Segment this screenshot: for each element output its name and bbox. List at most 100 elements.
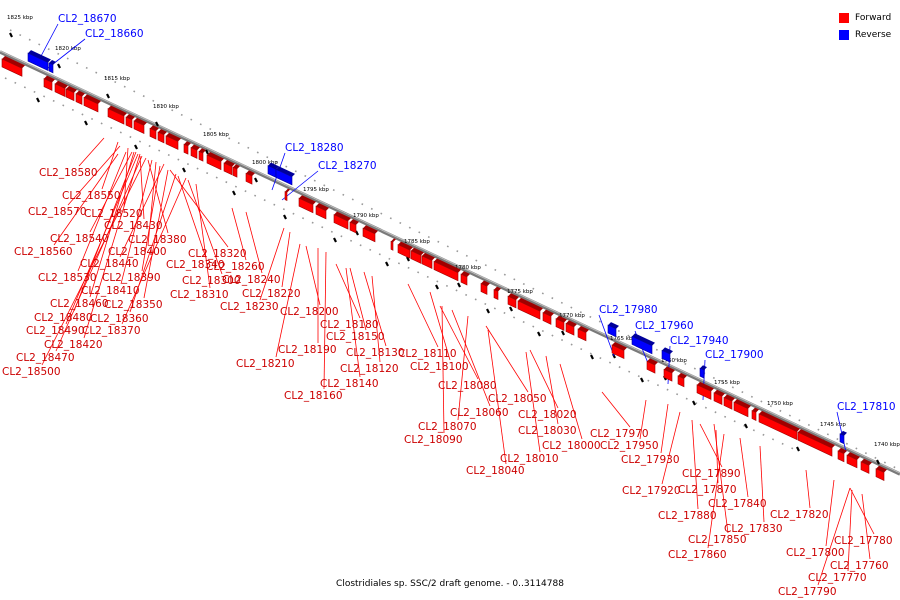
forward-gene[interactable] xyxy=(410,247,424,264)
forward-gene[interactable] xyxy=(54,80,68,97)
forward-gene-label[interactable]: CL2_17950 xyxy=(600,440,659,452)
forward-gene-label[interactable]: CL2_17770 xyxy=(808,572,867,584)
forward-gene[interactable] xyxy=(577,326,589,342)
forward-gene-label[interactable]: CL2_17780 xyxy=(834,535,893,547)
forward-gene[interactable] xyxy=(65,85,77,102)
forward-gene[interactable] xyxy=(232,164,240,178)
forward-gene-label[interactable]: CL2_18190 xyxy=(278,344,337,356)
reverse-gene-label[interactable]: CL2_17940 xyxy=(670,335,729,347)
forward-gene-label[interactable]: CL2_18490 xyxy=(26,325,85,337)
reverse-gene-label[interactable]: CL2_17960 xyxy=(635,320,694,332)
reverse-gene[interactable] xyxy=(607,322,619,338)
forward-gene[interactable] xyxy=(565,320,577,336)
forward-gene-label[interactable]: CL2_18130 xyxy=(346,347,405,359)
forward-gene-label[interactable]: CL2_17930 xyxy=(621,454,680,466)
reverse-gene[interactable] xyxy=(631,333,655,355)
forward-gene[interactable] xyxy=(149,125,159,140)
forward-gene-label[interactable]: CL2_17970 xyxy=(590,428,649,440)
reverse-gene[interactable] xyxy=(661,347,673,363)
forward-gene[interactable] xyxy=(133,117,147,134)
forward-gene-label[interactable]: CL2_18080 xyxy=(438,380,497,392)
forward-gene-label[interactable]: CL2_18010 xyxy=(500,453,559,465)
forward-gene-label[interactable]: CL2_18100 xyxy=(410,361,469,373)
forward-gene-label[interactable]: CL2_18400 xyxy=(108,246,167,258)
forward-gene-label[interactable]: CL2_18230 xyxy=(220,301,279,313)
forward-gene-label[interactable]: CL2_18020 xyxy=(518,409,577,421)
forward-gene-label[interactable]: CL2_18110 xyxy=(398,348,457,360)
forward-gene[interactable] xyxy=(611,341,627,360)
forward-gene-label[interactable]: CL2_18380 xyxy=(128,234,187,246)
forward-gene[interactable] xyxy=(157,129,167,144)
reverse-gene-label[interactable]: CL2_17980 xyxy=(599,304,658,316)
forward-gene[interactable] xyxy=(198,148,206,162)
forward-gene-label[interactable]: CL2_17920 xyxy=(622,485,681,497)
forward-gene-label[interactable]: CL2_18570 xyxy=(28,206,87,218)
forward-gene-label[interactable]: CL2_18050 xyxy=(488,393,547,405)
reverse-gene[interactable] xyxy=(839,430,847,445)
forward-gene-label[interactable]: CL2_18000 xyxy=(542,440,601,452)
forward-gene-label[interactable]: CL2_18220 xyxy=(242,288,301,300)
forward-gene-label[interactable]: CL2_17840 xyxy=(708,498,767,510)
forward-gene[interactable] xyxy=(733,399,751,418)
forward-gene[interactable] xyxy=(713,389,725,406)
forward-gene-label[interactable]: CL2_18430 xyxy=(104,220,163,232)
forward-gene-label[interactable]: CL2_17760 xyxy=(830,560,889,572)
forward-gene-label[interactable]: CL2_18240 xyxy=(222,274,281,286)
forward-gene-label[interactable]: CL2_18350 xyxy=(104,299,163,311)
forward-gene[interactable] xyxy=(223,160,235,176)
forward-gene[interactable] xyxy=(860,458,872,474)
forward-gene-label[interactable]: CL2_18040 xyxy=(466,465,525,477)
reverse-gene-label[interactable]: CL2_18670 xyxy=(58,13,117,25)
forward-gene-label[interactable]: CL2_17820 xyxy=(770,509,829,521)
forward-gene[interactable] xyxy=(43,75,55,91)
forward-gene[interactable] xyxy=(284,188,290,202)
forward-gene[interactable] xyxy=(333,211,351,230)
forward-gene-label[interactable]: CL2_18090 xyxy=(404,434,463,446)
forward-gene-label[interactable]: CL2_18480 xyxy=(34,312,93,324)
forward-gene-label[interactable]: CL2_18120 xyxy=(340,363,399,375)
reverse-gene[interactable] xyxy=(48,59,56,74)
forward-gene[interactable] xyxy=(362,225,378,243)
forward-gene-label[interactable]: CL2_17890 xyxy=(682,468,741,480)
forward-gene-label[interactable]: CL2_18560 xyxy=(14,246,73,258)
reverse-gene[interactable] xyxy=(275,166,295,186)
forward-gene[interactable] xyxy=(421,252,435,270)
forward-gene[interactable] xyxy=(677,372,687,388)
forward-gene[interactable] xyxy=(390,238,396,251)
reverse-gene-label[interactable]: CL2_18660 xyxy=(85,28,144,40)
forward-gene-label[interactable]: CL2_18320 xyxy=(188,248,247,260)
forward-gene-label[interactable]: CL2_17850 xyxy=(688,534,747,546)
forward-gene-label[interactable]: CL2_18540 xyxy=(50,233,109,245)
forward-gene[interactable] xyxy=(125,114,135,129)
forward-gene-label[interactable]: CL2_18140 xyxy=(320,378,379,390)
forward-gene-label[interactable]: CL2_18340 xyxy=(166,259,225,271)
forward-gene[interactable] xyxy=(846,452,860,469)
reverse-gene[interactable] xyxy=(27,50,51,71)
forward-gene[interactable] xyxy=(349,219,359,234)
forward-gene-label[interactable]: CL2_18060 xyxy=(450,407,509,419)
forward-gene-label[interactable]: CL2_18410 xyxy=(81,285,140,297)
forward-gene[interactable] xyxy=(480,280,490,295)
forward-gene-label[interactable]: CL2_18070 xyxy=(418,421,477,433)
forward-gene-label[interactable]: CL2_17860 xyxy=(668,549,727,561)
forward-gene-label[interactable]: CL2_18550 xyxy=(62,190,121,202)
reverse-gene-label[interactable]: CL2_17900 xyxy=(705,349,764,361)
forward-gene-label[interactable]: CL2_18530 xyxy=(38,272,97,284)
forward-gene-label[interactable]: CL2_18520 xyxy=(84,208,143,220)
forward-gene[interactable] xyxy=(397,241,413,259)
forward-gene-label[interactable]: CL2_18360 xyxy=(90,313,149,325)
forward-gene-label[interactable]: CL2_18580 xyxy=(39,167,98,179)
forward-gene[interactable] xyxy=(460,271,470,286)
forward-gene[interactable] xyxy=(542,309,554,325)
forward-gene[interactable] xyxy=(837,447,847,463)
forward-gene[interactable] xyxy=(758,410,800,441)
forward-gene-label[interactable]: CL2_18300 xyxy=(182,275,241,287)
forward-gene[interactable] xyxy=(107,105,127,125)
forward-gene-label[interactable]: CL2_18200 xyxy=(280,306,339,318)
forward-gene-label[interactable]: CL2_18470 xyxy=(16,352,75,364)
forward-gene-label[interactable]: CL2_18150 xyxy=(326,331,385,343)
forward-gene[interactable] xyxy=(75,90,85,105)
forward-gene[interactable] xyxy=(315,203,329,220)
forward-gene-label[interactable]: CL2_18160 xyxy=(284,390,343,402)
forward-gene[interactable] xyxy=(165,132,181,150)
